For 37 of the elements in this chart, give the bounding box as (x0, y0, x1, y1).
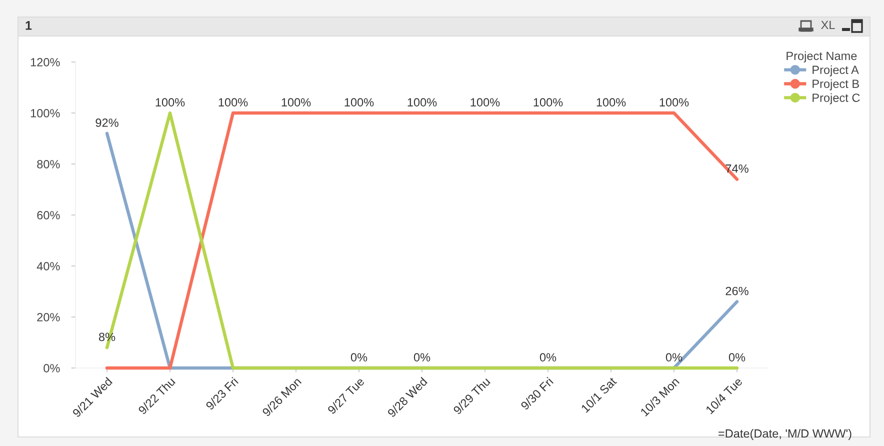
data-label: 100% (534, 98, 563, 106)
x-tick-label: 10/3 Mon (640, 376, 680, 417)
data-label: 100% (218, 98, 248, 106)
data-label: 100% (660, 98, 689, 106)
y-tick-label: 20% (37, 313, 60, 322)
y-tick-label: 60% (37, 211, 60, 220)
legend-title: Project Name (786, 51, 857, 62)
legend-label: Project B (812, 79, 859, 90)
y-tick-label: 40% (36, 262, 60, 270)
y-tick-label: 120% (30, 58, 60, 66)
data-label: 100% (408, 98, 437, 106)
text: XL (821, 20, 835, 30)
legend-label: Project C (812, 93, 860, 104)
data-label: 100% (282, 98, 311, 106)
x-tick-label: 10/1 Sat (580, 376, 618, 413)
y-tick-label: 80% (37, 160, 60, 168)
x-tick-label: 9/29 Thu (452, 376, 491, 415)
data-label: 0% (540, 353, 556, 362)
y-tick-label: 0% (44, 364, 60, 372)
data-label: 100% (156, 98, 185, 106)
x-tick-label: 9/23 Fri (205, 376, 239, 410)
x-axis-title: =Date(Date, 'M/D WWW') (718, 429, 852, 440)
data-label: 26% (726, 286, 748, 296)
data-label: 100% (470, 98, 500, 106)
data-label: 0% (350, 353, 368, 362)
data-label: 100% (596, 98, 626, 106)
data-label: 0% (414, 353, 430, 362)
data-label: 0% (666, 353, 682, 362)
chart-title: 1 (26, 21, 32, 30)
x-tick-label: 9/26 Mon (262, 376, 302, 417)
data-label: 100% (344, 98, 374, 106)
x-tick-label: 9/22 Thu (138, 376, 176, 415)
data-label: 0% (728, 353, 746, 362)
legend-label: Project A (812, 65, 859, 76)
data-label: 92% (96, 118, 118, 127)
x-tick-label: 9/30 Fri (520, 376, 554, 410)
y-tick-label: 100% (30, 109, 60, 118)
